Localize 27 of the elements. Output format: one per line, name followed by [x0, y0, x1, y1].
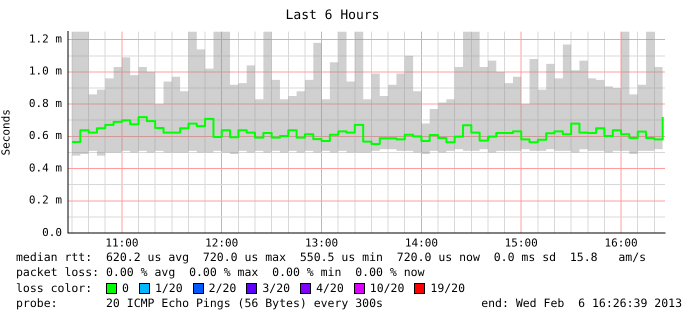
y-tick-label: 1.2 m — [28, 32, 62, 46]
y-tick-label: 0.0 — [42, 226, 62, 239]
chart-title: Last 6 Hours — [286, 8, 380, 24]
text: packet loss: 0.00 % avg 0.00 % max 0.00 % min 0.00 % now — [16, 265, 424, 281]
y-tick-label: 1.0 m — [28, 64, 62, 78]
x-tick-label: 11:00 — [105, 236, 138, 250]
legend-label: 2/20 — [208, 280, 236, 296]
legend-label: 1/20 — [154, 280, 183, 296]
legend-title: loss color: — [16, 280, 94, 296]
y-tick-label: 0.4 m — [28, 161, 62, 174]
x-tick-label: 15:00 — [504, 236, 538, 250]
y-tick-label: 0.8 m — [28, 96, 62, 110]
legend-label: 10/20 — [370, 280, 404, 296]
text: end: Wed Feb 6 16:26:39 2013 — [481, 296, 682, 312]
legend-label: 3/20 — [262, 280, 290, 296]
legend-label: 19/20 — [430, 280, 466, 296]
legend-label: 4/20 — [316, 280, 344, 296]
text: median rtt: 620.2 us avg 720.0 us max 550.5 us min 720.0 us now 0.0 ms sd 15.8 am/s — [16, 250, 646, 266]
x-tick-label: 13:00 — [305, 236, 338, 250]
x-tick-label: 12:00 — [205, 236, 238, 250]
text: probe: 20 ICMP Echo Pings (56 Bytes) every 300s — [16, 296, 383, 312]
x-tick-label: 16:00 — [604, 236, 638, 250]
y-axis-title: Seconds — [0, 109, 12, 156]
legend-label: 0 — [122, 280, 129, 296]
y-tick-label: 0.6 m — [28, 129, 62, 142]
x-tick-label: 14:00 — [404, 236, 438, 250]
y-tick-label: 0.2 m — [28, 194, 62, 207]
